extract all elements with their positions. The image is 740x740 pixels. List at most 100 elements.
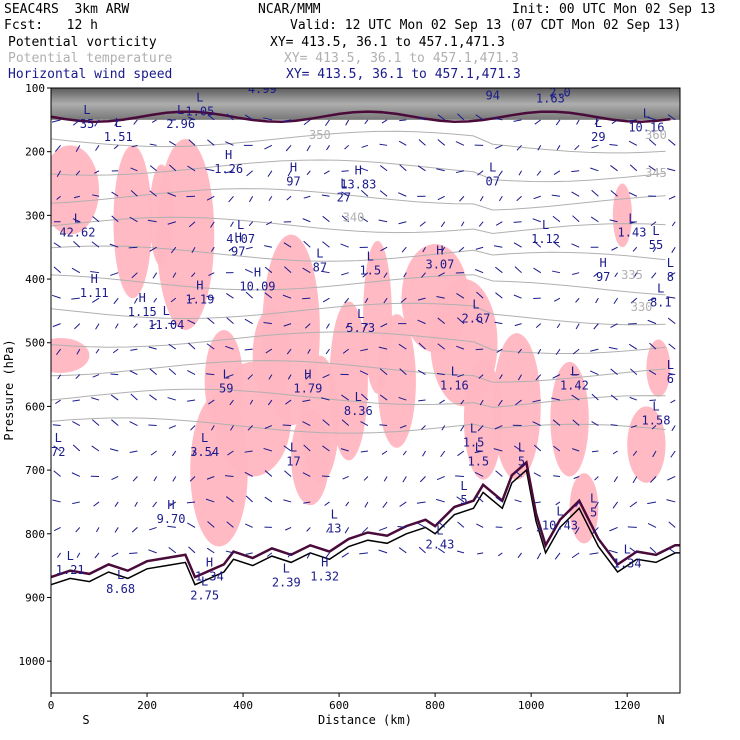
wind-vector-319 bbox=[381, 450, 388, 455]
wind-vector-434 bbox=[518, 170, 522, 176]
wind-vector-103 bbox=[150, 450, 157, 456]
extremum-type-57: L bbox=[83, 103, 90, 117]
wind-vector-559 bbox=[648, 139, 657, 146]
wind-vector-213 bbox=[264, 496, 273, 503]
wind-vector-524 bbox=[610, 165, 618, 172]
extremum-type-5: H bbox=[290, 161, 297, 175]
wind-vector-3 bbox=[56, 195, 61, 200]
wind-vector-404 bbox=[475, 318, 484, 325]
extremum-value-16: 1.5 bbox=[359, 264, 381, 278]
wind-vector-579 bbox=[668, 195, 676, 200]
wind-vector-443 bbox=[515, 399, 522, 406]
wind-vector-216 bbox=[282, 119, 292, 123]
wind-vector-149 bbox=[210, 246, 215, 252]
wind-vector-263 bbox=[321, 397, 330, 401]
wind-vector-327 bbox=[398, 192, 407, 197]
extremum-value-12: 1.12 bbox=[531, 232, 560, 246]
wind-vector-303 bbox=[364, 501, 369, 508]
theta-label-5: 360 bbox=[645, 128, 667, 142]
extremum-value-15: 87 bbox=[313, 261, 327, 275]
wind-vector-356 bbox=[419, 476, 426, 483]
wind-vector-152 bbox=[207, 317, 215, 325]
wind-vector-218 bbox=[287, 170, 292, 177]
extremum-32: L8.36 bbox=[344, 390, 373, 418]
extremum-4: H1.26 bbox=[214, 148, 243, 176]
wind-vector-209 bbox=[267, 399, 273, 406]
wind-vector-471 bbox=[551, 194, 561, 197]
extremum-value-21: 1.19 bbox=[185, 292, 214, 306]
extremum-type-44: L bbox=[556, 504, 563, 518]
wind-vector-477 bbox=[555, 348, 561, 356]
wind-vector-585 bbox=[668, 343, 676, 350]
field-theta-name: Potential temperature bbox=[8, 51, 173, 66]
y-tick-label-4: 500 bbox=[25, 337, 45, 350]
wind-vector-370 bbox=[436, 373, 445, 376]
wind-vector-308 bbox=[379, 165, 388, 172]
extremum-12: L1.12 bbox=[531, 218, 560, 246]
extremum-21: H1.19 bbox=[185, 278, 214, 306]
wind-vector-342 bbox=[417, 116, 426, 121]
wind-vector-27 bbox=[76, 348, 81, 355]
wind-vector-85 bbox=[129, 450, 138, 453]
wind-vector-109 bbox=[168, 140, 177, 146]
pv-contour-lower bbox=[51, 460, 680, 579]
wind-vector-519 bbox=[594, 501, 599, 509]
wind-vector-381 bbox=[459, 195, 465, 202]
wind-vector-426 bbox=[494, 425, 503, 430]
plot-frame bbox=[50, 87, 681, 694]
wind-vector-26 bbox=[74, 323, 81, 330]
wind-vector-221 bbox=[283, 242, 292, 248]
wind-vector-148 bbox=[210, 221, 215, 228]
wind-vector-521 bbox=[589, 552, 599, 555]
wind-vector-369 bbox=[437, 343, 446, 350]
extremum-19: H10.09 bbox=[239, 266, 275, 294]
wind-vector-555 bbox=[629, 501, 638, 508]
extremum-value-3: 1.51 bbox=[104, 130, 133, 144]
wind-vector-366 bbox=[438, 272, 445, 277]
wind-vector-580 bbox=[671, 221, 676, 227]
wind-vector-287 bbox=[341, 552, 349, 558]
wind-vector-111 bbox=[167, 192, 177, 197]
wind-vector-341 bbox=[398, 547, 407, 554]
wind-vector-422 bbox=[494, 321, 503, 325]
wind-vector-51 bbox=[93, 501, 100, 507]
wind-vector-33 bbox=[72, 501, 80, 505]
wind-vector-297 bbox=[360, 348, 369, 352]
extremum-type-6: H bbox=[355, 164, 362, 178]
extremum-53: L2.0 bbox=[549, 88, 571, 99]
wind-vector-408 bbox=[477, 425, 484, 432]
wind-vector-346 bbox=[419, 221, 426, 227]
extremum-value-37: 17 bbox=[286, 455, 300, 469]
extremum-type-58: L bbox=[489, 75, 496, 89]
wind-vector-455 bbox=[533, 240, 542, 248]
extremum-type-29: L bbox=[223, 368, 230, 382]
wind-vector-187 bbox=[245, 291, 254, 299]
wind-vector-528 bbox=[614, 272, 618, 278]
wind-vector-172 bbox=[226, 374, 234, 378]
wind-vector-398 bbox=[477, 170, 484, 176]
wind-vector-567 bbox=[649, 342, 657, 350]
extremum-type-17: H bbox=[436, 243, 443, 257]
wind-vector-195 bbox=[245, 495, 254, 503]
wind-vector-563 bbox=[652, 246, 657, 253]
wind-vector-590 bbox=[667, 476, 676, 481]
wind-vector-413 bbox=[477, 552, 484, 555]
wind-vector-448 bbox=[516, 526, 522, 531]
wind-vector-217 bbox=[285, 144, 292, 152]
wind-vector-20 bbox=[75, 170, 81, 176]
extremum-value-20: 1.11 bbox=[80, 286, 109, 300]
wind-vector-160 bbox=[207, 521, 215, 528]
wind-vector-229 bbox=[283, 445, 292, 452]
wind-vector-41 bbox=[91, 241, 100, 248]
wind-vector-339 bbox=[399, 501, 407, 507]
extremum-type-1: L bbox=[196, 90, 203, 104]
wind-vector-46 bbox=[92, 374, 100, 378]
wind-vector-49 bbox=[91, 445, 100, 452]
wind-vector-589 bbox=[670, 450, 676, 458]
extremum-49: L1.34 bbox=[613, 543, 642, 571]
extremum-type-54: L bbox=[547, 78, 554, 92]
wind-vector-451 bbox=[537, 145, 542, 151]
extremum-type-49: L bbox=[624, 543, 631, 557]
extremum-47: H1.32 bbox=[310, 555, 339, 583]
wind-vector-499 bbox=[572, 448, 580, 452]
